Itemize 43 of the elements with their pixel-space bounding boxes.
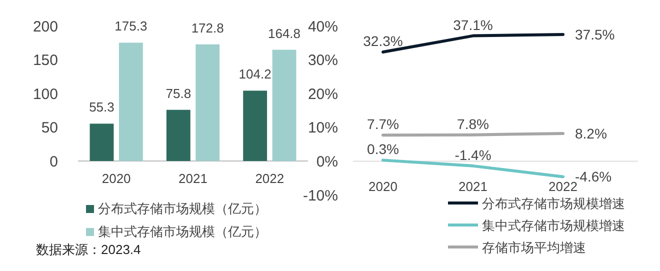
y-tick-label: 100 <box>32 86 58 103</box>
legend-label: 存储市场平均增速 <box>482 240 586 255</box>
text: 37.5% <box>575 26 615 42</box>
y-tick-label: 30% <box>308 52 338 70</box>
x-tick-label: 2021 <box>458 179 488 194</box>
data-label: 175.3 <box>114 18 148 34</box>
x-tick-label: 2021 <box>178 171 208 186</box>
bar <box>118 42 143 161</box>
y-tick-label: 10% <box>308 120 338 137</box>
data-label: 55.3 <box>89 100 114 115</box>
text: 8.2% <box>575 125 607 142</box>
y-tick-label: -10% <box>302 187 338 204</box>
source-note: 数据来源：2023.4 <box>36 242 141 257</box>
text: 32.3% <box>363 33 403 50</box>
text: 37.1% <box>453 16 493 33</box>
x-tick-label: 2020 <box>368 179 398 194</box>
legend-label: 集中式存储市场规模（亿元） <box>98 224 267 239</box>
legend-label: 集中式存储市场规模增速 <box>482 218 625 233</box>
legend-label: 分布式存储市场规模增速 <box>482 196 625 211</box>
data-label: 164.8 <box>268 26 301 41</box>
x-tick-label: 2020 <box>102 171 131 186</box>
text: -1.4% <box>454 146 492 163</box>
x-tick-label: 2022 <box>548 179 578 194</box>
data-label: 75.8 <box>166 86 192 101</box>
y-tick-label: 0% <box>316 153 338 170</box>
bar <box>272 50 296 161</box>
data-label: 172.8 <box>191 20 224 36</box>
bar <box>166 110 190 161</box>
y-tick-label: 150 <box>32 52 58 69</box>
y-tick-label: 20% <box>308 86 338 103</box>
bar <box>196 44 220 161</box>
bar <box>90 124 114 161</box>
y-tick-label: 0 <box>50 153 58 170</box>
bar <box>243 90 268 161</box>
y-tick-label: 50 <box>41 120 58 136</box>
y-tick-label: 200 <box>32 18 58 36</box>
y-tick-label: 40% <box>308 18 338 36</box>
text: 7.8% <box>457 116 489 132</box>
text: 0.3% <box>367 141 399 158</box>
data-label: 104.2 <box>238 66 272 82</box>
legend-label: 分布式存储市场规模（亿元） <box>98 201 267 216</box>
text: 7.7% <box>367 116 399 132</box>
x-tick-label: 2022 <box>255 171 284 186</box>
